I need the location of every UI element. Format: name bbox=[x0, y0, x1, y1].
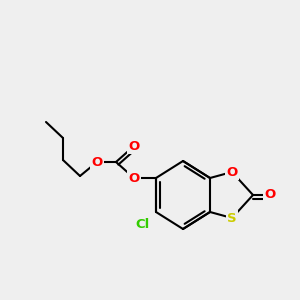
Text: O: O bbox=[128, 140, 140, 152]
Text: O: O bbox=[264, 188, 276, 202]
Text: O: O bbox=[226, 166, 238, 178]
Text: O: O bbox=[128, 172, 140, 184]
Text: Cl: Cl bbox=[135, 218, 149, 232]
Text: S: S bbox=[227, 212, 237, 224]
Text: O: O bbox=[92, 155, 103, 169]
